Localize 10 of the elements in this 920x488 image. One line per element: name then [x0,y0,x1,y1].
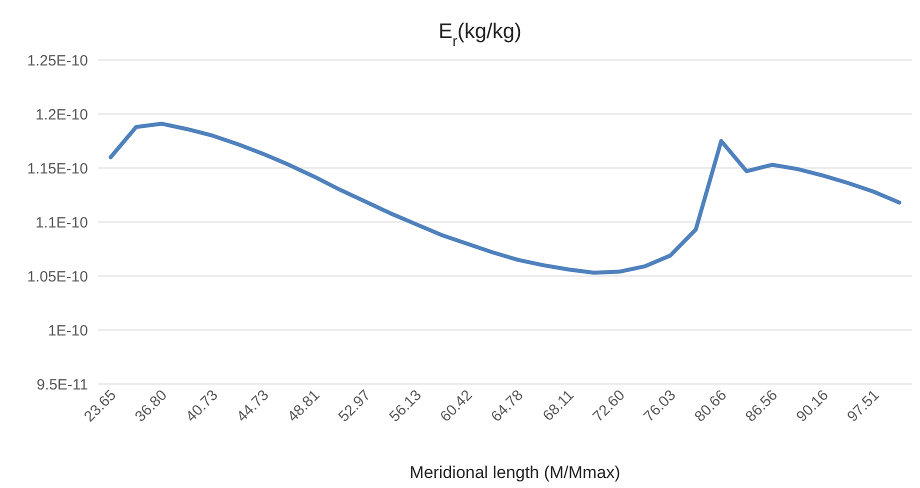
x-axis-title: Meridional length (M/Mmax) [410,463,620,482]
y-tick-label: 1.2E-10 [35,106,88,124]
chart-title: E$_{r}$(kg/kg) [438,20,522,50]
line-series [108,122,902,275]
y-tick-label: 1.1E-10 [35,214,88,232]
y-tick-label: 1.05E-10 [27,268,88,286]
y-tick-label: 1.15E-10 [27,160,88,178]
y-tick-label: 9.5E-11 [36,376,88,394]
y-tick-label: 1.25E-10 [27,52,88,70]
y-tick-label: 1E-10 [48,322,88,340]
